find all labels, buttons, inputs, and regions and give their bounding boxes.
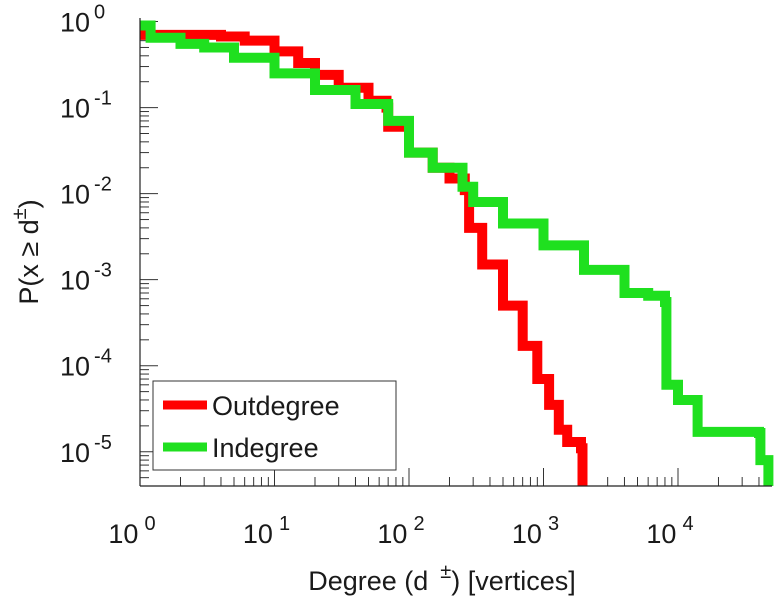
y-tick-label: 10 0 [60,2,105,38]
y-tick-exp: -4 [94,346,112,368]
y-tick-base: 10 [60,266,90,296]
legend-box [152,380,397,471]
legend-label-indegree: Indegree [212,433,319,463]
x-tick-exp: 2 [413,513,424,535]
x-tick-label: 10 1 [243,513,290,549]
y-tick-base: 10 [60,352,90,382]
x-tick-base: 10 [377,519,407,549]
y-axis-label-sup: ± [9,208,31,219]
x-axis-label-tail: ) [vertices] [451,566,576,596]
minor-ticks [139,21,773,487]
x-axis-label-main: Degree (d [308,566,428,596]
y-tick-exp: 0 [94,2,105,24]
y-tick-label: 10 -1 [60,88,112,124]
x-axis-label-sup: ± [440,561,451,583]
x-tick-exp: 4 [682,513,693,535]
x-tick-label: 10 4 [646,513,693,549]
y-tick-exp: -3 [94,260,112,282]
x-tick-label: 10 3 [512,513,559,549]
legend-label-outdegree: Outdegree [212,391,340,421]
x-tick-base: 10 [512,519,542,549]
x-tick-base: 10 [243,519,273,549]
y-tick-exp: -5 [94,432,112,454]
y-tick-label: 10 -4 [60,346,112,382]
x-tick-exp: 0 [144,513,155,535]
y-tick-base: 10 [60,180,90,210]
y-axis-label-main: P(x ≥ d [14,219,44,304]
y-axis-label: P(x ≥ d±) [9,199,44,304]
x-tick-exp: 1 [279,513,290,535]
x-tick-label: 10 2 [377,513,424,549]
x-tick-exp: 3 [548,513,559,535]
y-tick-base: 10 [60,8,90,38]
y-tick-base: 10 [60,438,90,468]
y-axis-label-tail: ) [14,199,44,208]
x-axis-label: Degree (d ±) [vertices] [308,561,576,596]
y-tick-base: 10 [60,94,90,124]
series-layer [140,20,774,486]
x-tick-label: 10 0 [108,513,155,549]
x-tick-labels: 10 0 10 1 10 2 10 3 10 4 [108,513,693,549]
x-tick-base: 10 [646,519,676,549]
series-line-indegree [140,20,774,486]
x-tick-base: 10 [108,519,138,549]
axes-frame [139,18,772,487]
y-tick-label: 10 -3 [60,260,112,296]
y-tick-label: 10 -5 [60,432,112,468]
y-tick-exp: -1 [94,88,112,110]
legend: Outdegree Indegree [152,380,397,471]
y-tick-exp: -2 [94,174,112,196]
y-tick-label: 10 -2 [60,174,112,210]
